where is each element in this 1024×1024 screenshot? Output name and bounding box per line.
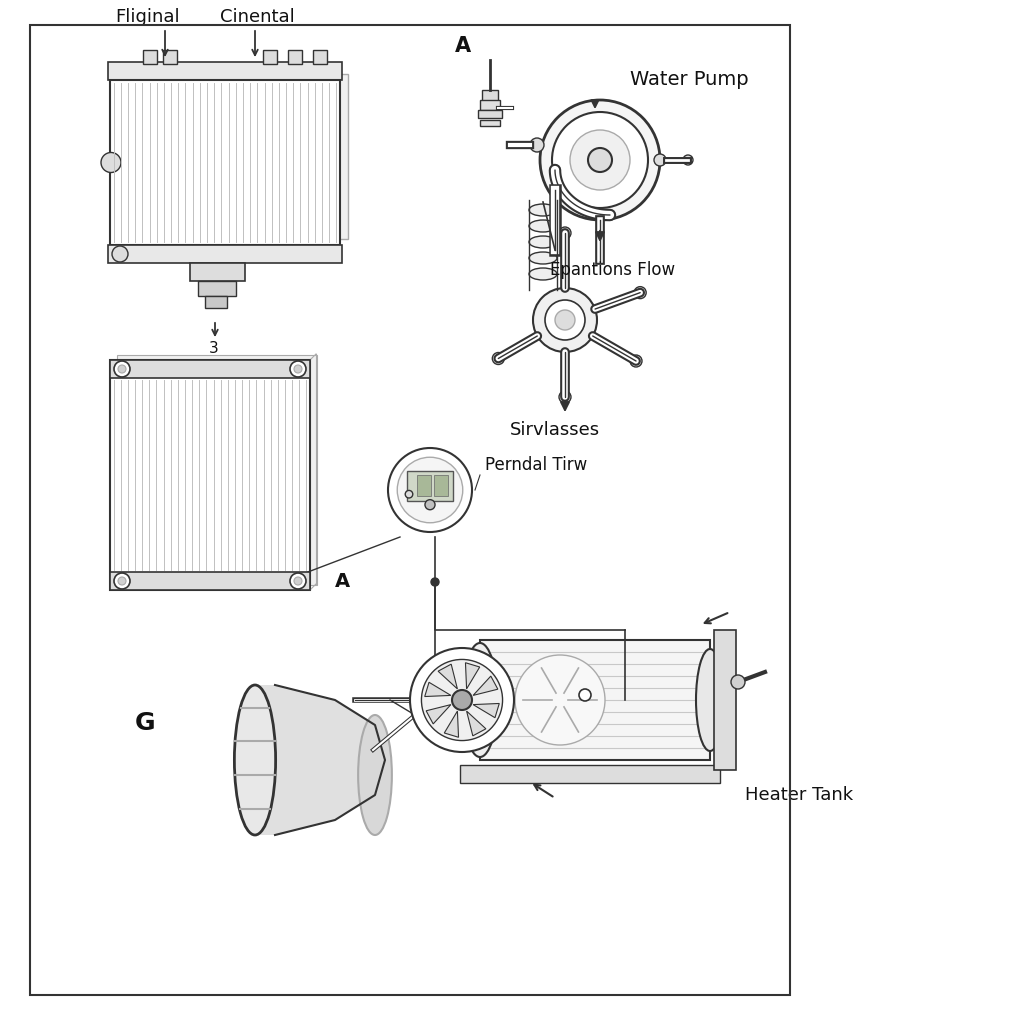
Bar [263, 50, 278, 63]
Circle shape [114, 573, 130, 589]
Circle shape [555, 310, 575, 330]
Circle shape [290, 361, 306, 377]
Circle shape [452, 690, 472, 710]
Polygon shape [426, 705, 451, 724]
Circle shape [290, 573, 306, 589]
Circle shape [101, 153, 121, 172]
Circle shape [579, 689, 591, 701]
Circle shape [559, 391, 571, 403]
Circle shape [515, 655, 605, 745]
Bar [205, 296, 227, 308]
Circle shape [294, 577, 302, 585]
Ellipse shape [529, 220, 557, 232]
Text: A: A [455, 36, 471, 56]
Circle shape [294, 365, 302, 373]
Circle shape [493, 352, 504, 365]
Ellipse shape [463, 643, 498, 757]
Circle shape [731, 675, 745, 689]
Bar [288, 50, 302, 63]
Circle shape [559, 227, 571, 239]
Circle shape [114, 361, 130, 377]
Bar [478, 110, 502, 118]
Circle shape [654, 154, 666, 166]
Bar [143, 50, 157, 63]
Ellipse shape [696, 649, 724, 751]
Bar [110, 572, 310, 590]
Circle shape [570, 130, 630, 190]
Bar [110, 360, 310, 378]
Circle shape [112, 246, 128, 262]
Polygon shape [473, 703, 500, 718]
Ellipse shape [529, 252, 557, 264]
Circle shape [545, 300, 585, 340]
Circle shape [431, 578, 439, 586]
Circle shape [683, 155, 693, 165]
Circle shape [540, 100, 660, 220]
Bar [482, 90, 498, 108]
Circle shape [422, 659, 503, 740]
Circle shape [530, 138, 544, 152]
Ellipse shape [358, 715, 392, 835]
Circle shape [588, 148, 612, 172]
Bar [110, 360, 310, 590]
Ellipse shape [529, 204, 557, 216]
Bar [480, 120, 500, 126]
Bar [190, 263, 245, 281]
Text: Heater Tank: Heater Tank [745, 786, 853, 804]
Polygon shape [444, 711, 459, 737]
Polygon shape [466, 663, 479, 689]
Circle shape [634, 287, 646, 299]
Polygon shape [467, 711, 486, 736]
Circle shape [118, 365, 126, 373]
Bar [460, 765, 720, 783]
Text: Fliginal: Fliginal [115, 8, 179, 26]
Bar [30, 25, 790, 995]
Bar [714, 630, 736, 770]
Bar [117, 355, 317, 585]
Text: A: A [335, 572, 350, 591]
Bar [313, 50, 327, 63]
Circle shape [534, 288, 597, 352]
Polygon shape [255, 685, 385, 835]
Bar [434, 475, 447, 497]
Bar [118, 74, 348, 239]
Text: G: G [135, 711, 156, 735]
Polygon shape [473, 676, 498, 695]
Circle shape [406, 490, 413, 498]
Text: Cinental: Cinental [220, 8, 295, 26]
Polygon shape [425, 682, 451, 696]
Bar [198, 281, 236, 296]
Bar [110, 80, 340, 245]
Ellipse shape [529, 236, 557, 248]
Circle shape [388, 449, 472, 532]
Circle shape [397, 458, 463, 523]
Bar [418, 475, 431, 497]
Bar [108, 245, 342, 263]
Circle shape [630, 355, 642, 367]
Polygon shape [438, 665, 458, 689]
Circle shape [425, 500, 435, 510]
Bar [108, 62, 342, 80]
Text: Perndal Tirw: Perndal Tirw [485, 456, 587, 474]
Bar [163, 50, 177, 63]
Circle shape [410, 648, 514, 752]
Ellipse shape [234, 685, 275, 835]
Text: Sirvlasses: Sirvlasses [510, 421, 600, 439]
Text: Epantions Flow: Epantions Flow [550, 261, 675, 279]
Circle shape [552, 112, 648, 208]
Text: 3: 3 [209, 341, 219, 356]
Text: Water Pump: Water Pump [630, 70, 749, 89]
Bar [480, 640, 710, 760]
Bar [407, 471, 453, 501]
Bar [480, 100, 500, 110]
Circle shape [118, 577, 126, 585]
Ellipse shape [529, 268, 557, 280]
